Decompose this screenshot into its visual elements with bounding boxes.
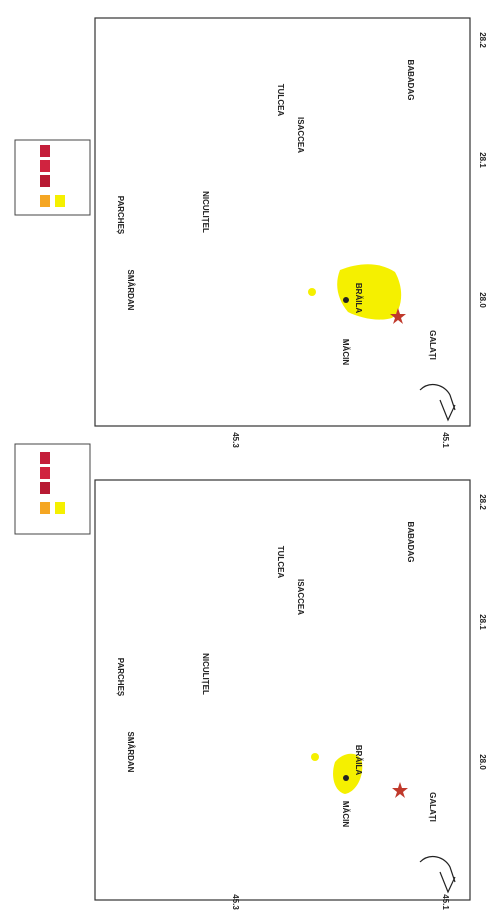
river (419, 855, 456, 894)
place-label: GALAȚI (428, 330, 437, 360)
legend-swatch (40, 175, 50, 187)
river (419, 383, 456, 422)
map-panel: MĂCIN BRĂILA GALAȚI TULCEA ISACCEA NICULIȚEL S… (14, 443, 487, 910)
tick-label: 28.1 (478, 614, 487, 630)
place-label: PARCHEȘ (116, 196, 125, 235)
affected-area (333, 753, 363, 794)
place-label: BRĂILA (354, 745, 363, 775)
legend-swatch (55, 502, 65, 514)
place-label: ISACCEA (296, 117, 305, 153)
legend-swatch (40, 502, 50, 514)
legend-swatch (40, 482, 50, 494)
map-panel: MĂCIN BRĂILA GALAȚI TULCEA ISACCEA NICULIȚEL S… (14, 17, 487, 448)
place-label: TULCEA (276, 546, 285, 579)
tick-label: 45.1 (441, 432, 450, 448)
epicenter (390, 308, 406, 324)
tick-label: 45.3 (231, 432, 240, 448)
place-label: PARCHEȘ (116, 658, 125, 697)
place-label: TULCEA (276, 84, 285, 117)
legend-swatch (40, 145, 50, 157)
place-label: NICULIȚEL (201, 653, 210, 695)
tick-label: 45.3 (231, 894, 240, 910)
place-label: BABADAG (406, 60, 415, 101)
legend-swatch (55, 195, 65, 207)
city-marker (343, 297, 349, 303)
place-label: MĂCIN (341, 339, 350, 365)
legend-swatch (40, 195, 50, 207)
tick-label: 45.1 (441, 894, 450, 910)
place-label: MĂCIN (341, 801, 350, 827)
city-marker (343, 775, 349, 781)
place-label: BABADAG (406, 522, 415, 563)
place-label: BRĂILA (354, 283, 363, 313)
affected-area (308, 288, 316, 296)
map-frame (94, 479, 471, 901)
place-label: NICULIȚEL (201, 191, 210, 233)
tick-label: 28.2 (478, 494, 487, 510)
tick-label: 28.2 (478, 32, 487, 48)
tick-label: 28.0 (478, 292, 487, 308)
legend-swatch (40, 160, 50, 172)
legend-swatch (40, 452, 50, 464)
map-frame (94, 17, 471, 427)
place-label: SMÂRDAN (126, 270, 135, 311)
place-label: SMÂRDAN (126, 732, 135, 773)
affected-area (311, 753, 319, 761)
place-label: GALAȚI (428, 792, 437, 822)
tick-label: 28.1 (478, 152, 487, 168)
place-label: ISACCEA (296, 579, 305, 615)
tick-label: 28.0 (478, 754, 487, 770)
legend-swatch (40, 467, 50, 479)
legend-box (14, 139, 91, 216)
affected-area (337, 264, 402, 320)
legend-box (14, 443, 91, 535)
epicenter (392, 782, 408, 798)
